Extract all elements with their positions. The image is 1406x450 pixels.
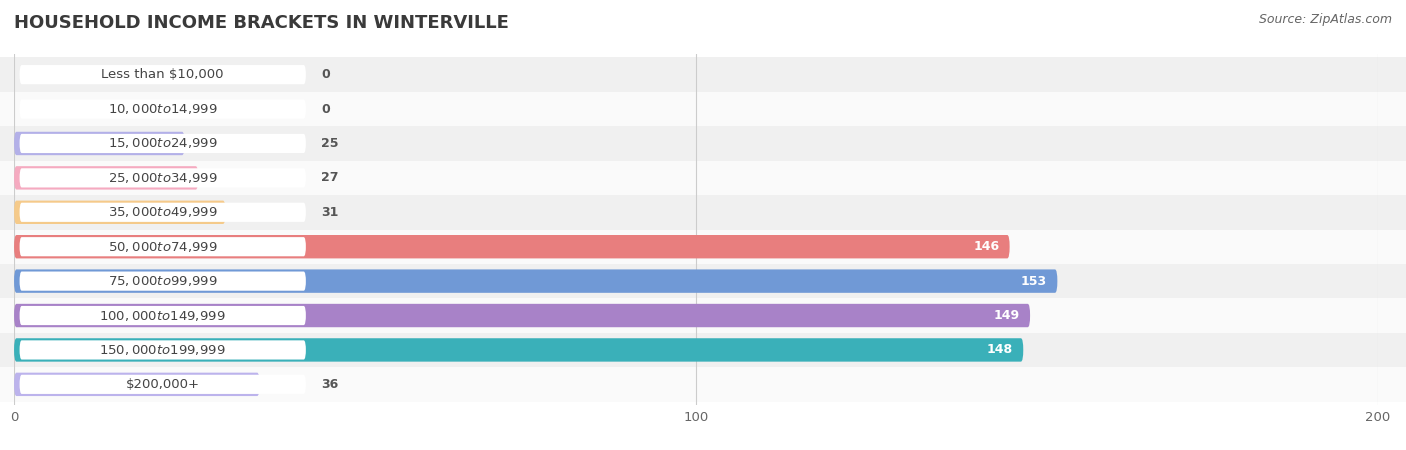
FancyBboxPatch shape <box>0 230 1406 264</box>
Text: Source: ZipAtlas.com: Source: ZipAtlas.com <box>1258 14 1392 27</box>
FancyBboxPatch shape <box>20 306 307 325</box>
Text: $25,000 to $34,999: $25,000 to $34,999 <box>108 171 218 185</box>
FancyBboxPatch shape <box>14 166 198 189</box>
Text: $35,000 to $49,999: $35,000 to $49,999 <box>108 205 218 219</box>
Text: HOUSEHOLD INCOME BRACKETS IN WINTERVILLE: HOUSEHOLD INCOME BRACKETS IN WINTERVILLE <box>14 14 509 32</box>
FancyBboxPatch shape <box>20 375 307 394</box>
Text: 25: 25 <box>321 137 339 150</box>
FancyBboxPatch shape <box>20 65 307 84</box>
FancyBboxPatch shape <box>0 298 1406 333</box>
FancyBboxPatch shape <box>14 235 1010 258</box>
Text: 27: 27 <box>321 171 339 184</box>
Text: 0: 0 <box>321 68 329 81</box>
FancyBboxPatch shape <box>14 304 1031 327</box>
FancyBboxPatch shape <box>0 161 1406 195</box>
Text: $200,000+: $200,000+ <box>125 378 200 391</box>
Text: 0: 0 <box>321 103 329 116</box>
Text: $100,000 to $149,999: $100,000 to $149,999 <box>100 309 226 323</box>
Text: $75,000 to $99,999: $75,000 to $99,999 <box>108 274 218 288</box>
FancyBboxPatch shape <box>0 92 1406 126</box>
Text: 36: 36 <box>321 378 339 391</box>
FancyBboxPatch shape <box>14 270 1057 293</box>
FancyBboxPatch shape <box>20 202 307 222</box>
FancyBboxPatch shape <box>20 134 307 153</box>
FancyBboxPatch shape <box>20 271 307 291</box>
FancyBboxPatch shape <box>0 58 1406 92</box>
Text: $150,000 to $199,999: $150,000 to $199,999 <box>100 343 226 357</box>
FancyBboxPatch shape <box>0 367 1406 401</box>
FancyBboxPatch shape <box>20 168 307 188</box>
FancyBboxPatch shape <box>0 333 1406 367</box>
FancyBboxPatch shape <box>14 373 260 396</box>
Text: 153: 153 <box>1021 274 1047 288</box>
Text: 148: 148 <box>987 343 1014 356</box>
FancyBboxPatch shape <box>14 132 184 155</box>
Text: Less than $10,000: Less than $10,000 <box>101 68 224 81</box>
Text: 146: 146 <box>973 240 1000 253</box>
FancyBboxPatch shape <box>0 195 1406 230</box>
FancyBboxPatch shape <box>20 340 307 360</box>
Text: 31: 31 <box>321 206 339 219</box>
Text: $50,000 to $74,999: $50,000 to $74,999 <box>108 240 218 254</box>
FancyBboxPatch shape <box>14 338 1024 362</box>
FancyBboxPatch shape <box>0 126 1406 161</box>
Text: $15,000 to $24,999: $15,000 to $24,999 <box>108 136 218 150</box>
FancyBboxPatch shape <box>0 264 1406 298</box>
FancyBboxPatch shape <box>14 201 225 224</box>
Text: $10,000 to $14,999: $10,000 to $14,999 <box>108 102 218 116</box>
FancyBboxPatch shape <box>20 237 307 256</box>
FancyBboxPatch shape <box>20 99 307 119</box>
Text: 149: 149 <box>994 309 1019 322</box>
